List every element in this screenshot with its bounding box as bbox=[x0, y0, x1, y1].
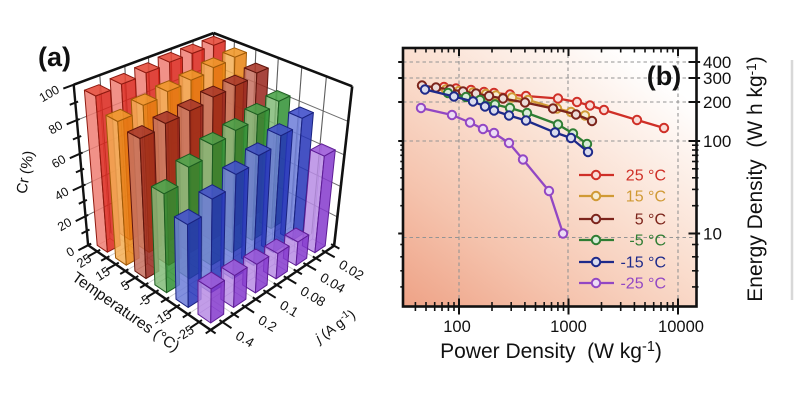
svg-text:10000: 10000 bbox=[658, 318, 704, 336]
svg-text:(b): (b) bbox=[647, 61, 681, 91]
svg-text:200: 200 bbox=[703, 93, 731, 112]
svg-text:1000: 1000 bbox=[550, 318, 587, 336]
svg-text:10: 10 bbox=[703, 225, 722, 244]
svg-text:15 °C: 15 °C bbox=[626, 189, 666, 206]
svg-text:25 °C: 25 °C bbox=[626, 168, 666, 185]
svg-text:Power Density (W kg-1): Power Density (W kg-1) bbox=[440, 339, 662, 363]
svg-text:Energy Density (W h kg-1): Energy Density (W h kg-1) bbox=[744, 56, 767, 301]
svg-text:(a): (a) bbox=[38, 42, 71, 72]
svg-text:-25 °C: -25 °C bbox=[620, 276, 666, 293]
svg-text:5 °C: 5 °C bbox=[635, 212, 666, 229]
svg-text:-15 °C: -15 °C bbox=[620, 255, 666, 272]
svg-text:100: 100 bbox=[443, 318, 471, 336]
svg-text:300: 300 bbox=[703, 69, 731, 88]
svg-text:-5 °C: -5 °C bbox=[629, 233, 666, 250]
svg-text:100: 100 bbox=[703, 132, 731, 151]
